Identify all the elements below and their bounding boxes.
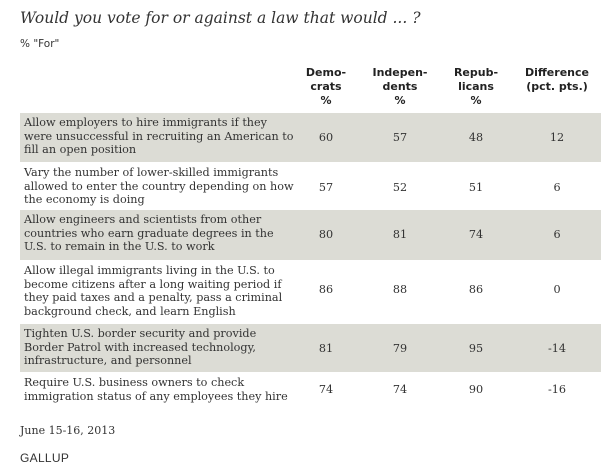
- cell-value: -16: [547, 383, 567, 396]
- column-header-0: Demo-crats%: [280, 66, 372, 108]
- column-header-1: Indepen-dents%: [354, 66, 446, 108]
- table-row: Allow engineers and scientists from othe…: [20, 209, 601, 261]
- cell-value: 81: [392, 228, 408, 241]
- cell-value: 48: [468, 131, 484, 144]
- gallup-logo: GALLUP: [20, 451, 70, 465]
- cell-value: 74: [318, 383, 334, 396]
- cell-value: 57: [392, 131, 408, 144]
- cell-value: 52: [392, 181, 408, 194]
- column-header-line: (pct. pts.): [526, 80, 588, 93]
- chart-subtitle: % "For": [20, 38, 60, 50]
- column-header-line: Demo-: [305, 66, 347, 79]
- cell-value: 88: [392, 283, 408, 296]
- table-row: Allow employers to hire immigrants if th…: [20, 112, 601, 163]
- cell-value: 6: [553, 228, 561, 241]
- column-header-line: crats: [310, 80, 342, 93]
- row-label: Allow engineers and scientists from othe…: [24, 213, 274, 254]
- cell-value: 57: [318, 181, 334, 194]
- column-header-line: Indepen-: [372, 66, 428, 79]
- chart-title: Would you vote for or against a law that…: [20, 9, 421, 27]
- row-label: Tighten U.S. border security and provide…: [24, 327, 257, 368]
- column-header-line: Repub-: [453, 66, 499, 79]
- cell-value: 6: [553, 181, 561, 194]
- cell-value: 86: [468, 283, 484, 296]
- row-label: Require U.S. business owners to check im…: [24, 376, 288, 403]
- column-header-line: licans: [458, 80, 494, 93]
- cell-value: 12: [549, 131, 565, 144]
- table-row: Tighten U.S. border security and provide…: [20, 323, 601, 373]
- cell-value: 0: [553, 283, 561, 296]
- column-header-2: Repub-licans%: [430, 66, 522, 108]
- column-header-3: Difference (pct. pts.): [511, 66, 603, 94]
- cell-value: 86: [318, 283, 334, 296]
- cell-value: 51: [468, 181, 484, 194]
- table-row: Vary the number of lower-skilled immigra…: [20, 162, 601, 210]
- cell-value: 80: [318, 228, 334, 241]
- cell-value: 95: [468, 342, 484, 355]
- cell-value: 60: [318, 131, 334, 144]
- cell-value: 81: [318, 342, 334, 355]
- cell-value: 74: [392, 383, 408, 396]
- row-label: Allow illegal immigrants living in the U…: [24, 264, 283, 318]
- column-header-line: dents: [382, 80, 418, 93]
- column-header-line: %: [320, 94, 332, 107]
- cell-value: -14: [547, 342, 567, 355]
- column-header-line: %: [470, 94, 482, 107]
- cell-value: 79: [392, 342, 408, 355]
- survey-date: June 15-16, 2013: [20, 424, 116, 437]
- row-label: Allow employers to hire immigrants if th…: [24, 116, 294, 157]
- row-label: Vary the number of lower-skilled immigra…: [24, 166, 294, 207]
- column-header-line: %: [394, 94, 406, 107]
- column-header-line: Difference: [525, 66, 589, 79]
- table-row: Allow illegal immigrants living in the U…: [20, 260, 601, 324]
- cell-value: 90: [468, 383, 484, 396]
- cell-value: 74: [468, 228, 484, 241]
- table-row: Require U.S. business owners to check im…: [20, 372, 601, 411]
